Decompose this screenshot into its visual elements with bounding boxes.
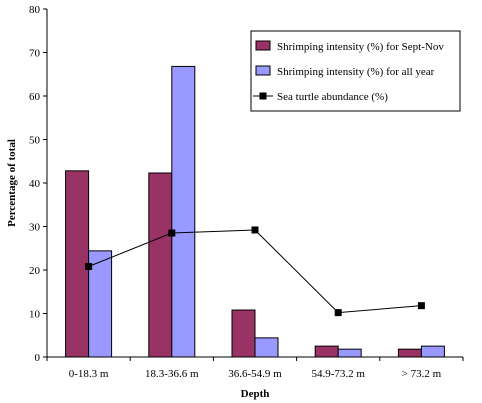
x-tick-label: 0-18.3 m	[69, 368, 109, 380]
legend-marker	[259, 92, 267, 100]
y-tick-label: 70	[29, 48, 41, 60]
y-tick-label: 40	[29, 178, 41, 190]
y-tick-label: 80	[29, 4, 41, 16]
y-tick-label: 60	[29, 91, 41, 103]
legend: Shrimping intensity (%) for Sept-Nov Shri…	[250, 30, 461, 112]
line-point	[417, 302, 425, 310]
y-tick-label: 10	[29, 309, 41, 321]
legend-swatch	[255, 65, 271, 76]
x-axis-ticks: 0-18.3 m 18.3-36.6 m 36.6-54.9 m 54.9-73.2 …	[46, 357, 464, 380]
line-point	[334, 309, 342, 317]
bar	[254, 337, 279, 358]
x-tick-label: > 73.2 m	[402, 368, 442, 380]
legend-label: Sea turtle abundance (%)	[277, 91, 388, 103]
y-tick-label: 0	[35, 352, 41, 364]
line-point	[168, 229, 176, 237]
y-axis-title: Percentage of total	[6, 139, 18, 227]
legend-label: Shrimping intensity (%) for all year	[277, 66, 435, 78]
y-tick-label: 30	[29, 222, 41, 234]
bars	[65, 65, 445, 358]
bar	[231, 309, 256, 358]
bar	[420, 345, 445, 358]
x-tick-label: 36.6-54.9 m	[228, 368, 282, 380]
y-axis-ticks: 0 10 20 30 40 50 60 70 80	[29, 4, 47, 364]
bar	[337, 348, 362, 358]
line-series	[85, 226, 425, 317]
bar	[397, 348, 422, 358]
x-axis-title: Depth	[241, 388, 270, 400]
legend-label: Shrimping intensity (%) for Sept-Nov	[277, 41, 444, 53]
x-tick-label: 18.3-36.6 m	[145, 368, 199, 380]
bar	[171, 65, 196, 358]
y-tick-label: 20	[29, 265, 41, 277]
line-point	[85, 263, 93, 271]
bar	[314, 345, 339, 358]
series-line	[88, 229, 422, 314]
x-tick-label: 54.9-73.2 m	[311, 368, 365, 380]
legend-box	[250, 30, 461, 112]
legend-swatch	[255, 40, 271, 51]
line-point	[251, 226, 259, 234]
y-tick-label: 50	[29, 135, 41, 147]
bar	[148, 172, 173, 358]
bar	[88, 250, 113, 358]
